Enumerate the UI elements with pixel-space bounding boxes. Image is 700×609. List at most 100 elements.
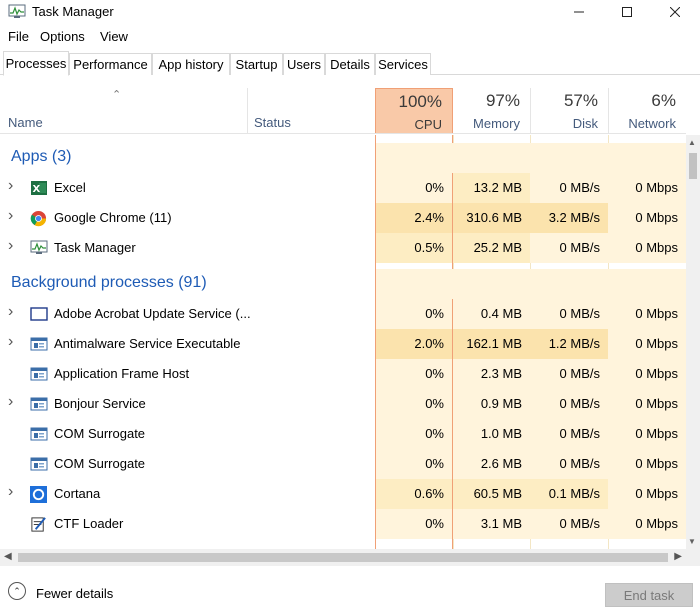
table-row[interactable]: CTF Loader 0% 3.1 MB 0 MB/s 0 Mbps: [0, 509, 686, 539]
disk-value: 0 MB/s: [530, 419, 608, 449]
column-cpu[interactable]: 100% CPU: [375, 88, 453, 133]
column-memory[interactable]: 97% Memory: [453, 88, 530, 133]
table-row[interactable]: › Cortana 0.6% 60.5 MB 0.1 MB/s 0 Mbps: [0, 479, 686, 509]
table-row[interactable]: COM Surrogate 0% 1.0 MB 0 MB/s 0 Mbps: [0, 419, 686, 449]
cpu-column-highlight: [375, 135, 453, 549]
column-name[interactable]: Name: [8, 115, 43, 130]
scroll-left-icon[interactable]: ◀: [4, 551, 12, 562]
expand-chevron-icon[interactable]: ›: [8, 333, 14, 350]
expand-chevron-icon[interactable]: ›: [8, 207, 14, 224]
cpu-value: 0%: [376, 509, 452, 539]
expand-chevron-icon[interactable]: ›: [8, 237, 14, 254]
maximize-button[interactable]: [604, 0, 650, 24]
memory-label: Memory: [473, 116, 520, 131]
menu-view[interactable]: View: [100, 29, 128, 44]
expand-chevron-icon[interactable]: ›: [8, 483, 14, 500]
sort-ascending-icon[interactable]: ⌃: [112, 89, 122, 101]
cpu-value: 0%: [376, 359, 452, 389]
menu-options[interactable]: Options: [40, 29, 85, 44]
memory-value: 0.9 MB: [453, 389, 530, 419]
process-name: Task Manager: [54, 240, 136, 255]
tab-strip: Processes Performance App history Startu…: [0, 51, 700, 76]
disk-value: 0 MB/s: [530, 233, 608, 263]
column-network[interactable]: 6% Network: [608, 88, 686, 133]
process-name: Cortana: [54, 486, 101, 501]
column-divider[interactable]: [530, 88, 531, 133]
fewer-details-link[interactable]: Fewer details: [36, 586, 114, 601]
close-button[interactable]: [652, 0, 698, 24]
tab-app-history[interactable]: App history: [152, 53, 230, 75]
group-header-apps[interactable]: Apps (3): [0, 143, 686, 173]
task-manager-icon: [30, 240, 48, 256]
tab-processes[interactable]: Processes: [3, 51, 69, 76]
table-row[interactable]: COM Surrogate 0% 2.6 MB 0 MB/s 0 Mbps: [0, 449, 686, 479]
tab-services[interactable]: Services: [375, 53, 431, 75]
service-icon: [30, 396, 48, 412]
service-icon: [30, 456, 48, 472]
network-value: 0 Mbps: [608, 233, 686, 263]
tab-details[interactable]: Details: [325, 53, 375, 75]
network-value: 0 Mbps: [608, 203, 686, 233]
memory-value: 2.3 MB: [453, 359, 530, 389]
table-row[interactable]: › Google Chrome (11) 2.4% 310.6 MB 3.2 MB/s 0…: [0, 203, 686, 233]
memory-value: 3.1 MB: [453, 509, 530, 539]
process-name: COM Surrogate: [54, 426, 146, 441]
menu-file[interactable]: File: [8, 29, 29, 44]
vertical-scrollbar[interactable]: ▲ ▼: [686, 135, 700, 549]
table-row[interactable]: › Antimalware Service Executable 2.0% 162.1…: [0, 329, 686, 359]
process-name: Bonjour Service: [54, 396, 146, 411]
scroll-down-icon[interactable]: ▼: [688, 537, 696, 546]
group-title: Background processes (91): [11, 274, 207, 291]
scroll-right-icon[interactable]: ▶: [674, 551, 682, 562]
group-heat-band: [376, 269, 686, 299]
network-label: Network: [628, 116, 676, 131]
group-header-background[interactable]: Background processes (91): [0, 269, 686, 299]
service-icon: [30, 336, 48, 352]
disk-value: 3.2 MB/s: [530, 203, 608, 233]
minimize-button[interactable]: [556, 0, 602, 24]
expand-chevron-icon[interactable]: ›: [8, 393, 14, 410]
group-heat-band: [376, 143, 686, 173]
table-row[interactable]: › X Excel 0% 13.2 MB 0 MB/s 0 Mbps: [0, 173, 686, 203]
expand-chevron-icon[interactable]: ›: [8, 177, 14, 194]
network-value: 0 Mbps: [608, 173, 686, 203]
memory-value: 0.4 MB: [453, 299, 530, 329]
column-divider[interactable]: [608, 88, 609, 133]
network-value: 0 Mbps: [608, 509, 686, 539]
column-disk[interactable]: 57% Disk: [530, 88, 608, 133]
excel-icon: X: [30, 180, 48, 196]
window-title: Task Manager: [32, 4, 114, 19]
cpu-value: 2.0%: [376, 329, 452, 359]
process-name: Application Frame Host: [54, 366, 190, 381]
table-row[interactable]: Application Frame Host 0% 2.3 MB 0 MB/s 0 Mb…: [0, 359, 686, 389]
process-name: CTF Loader: [54, 516, 124, 531]
column-divider[interactable]: [247, 88, 248, 133]
process-name: Excel: [54, 180, 86, 195]
table-row[interactable]: › Adobe Acrobat Update Service (... 0% 0.4 …: [0, 299, 686, 329]
horizontal-scroll-thumb[interactable]: [18, 553, 668, 562]
table-row[interactable]: › Task Manager 0.5% 25.2 MB 0 MB/s 0 Mbps: [0, 233, 686, 263]
menu-bar: File Options View: [0, 26, 700, 46]
tab-performance[interactable]: Performance: [69, 53, 152, 75]
tab-users[interactable]: Users: [283, 53, 325, 75]
cpu-value: 0.5%: [376, 233, 452, 263]
process-name: COM Surrogate: [54, 456, 146, 471]
expand-chevron-icon[interactable]: ›: [8, 303, 14, 320]
vertical-scroll-thumb[interactable]: [689, 153, 697, 179]
collapse-chevron-icon[interactable]: ⌃: [8, 582, 26, 600]
table-row[interactable]: › Bonjour Service 0% 0.9 MB 0 MB/s 0 Mbps: [0, 389, 686, 419]
footer: ⌃ Fewer details End task: [0, 567, 700, 609]
service-icon: [30, 366, 48, 382]
tab-startup[interactable]: Startup: [230, 53, 283, 75]
network-value: 0 Mbps: [608, 389, 686, 419]
memory-value: 13.2 MB: [453, 173, 530, 203]
ctf-loader-icon: [30, 516, 48, 532]
end-task-button[interactable]: End task: [605, 583, 693, 607]
scroll-up-icon[interactable]: ▲: [688, 138, 696, 147]
disk-label: Disk: [572, 116, 598, 131]
horizontal-scrollbar[interactable]: ◀ ▶: [0, 549, 686, 566]
cpu-value: 0%: [376, 389, 452, 419]
column-status[interactable]: Status: [254, 115, 291, 130]
process-list[interactable]: Apps (3) › X Excel 0% 13.2 MB 0 MB/s 0 Mbps › Goo…: [0, 135, 686, 549]
title-bar: Task Manager: [0, 0, 700, 24]
